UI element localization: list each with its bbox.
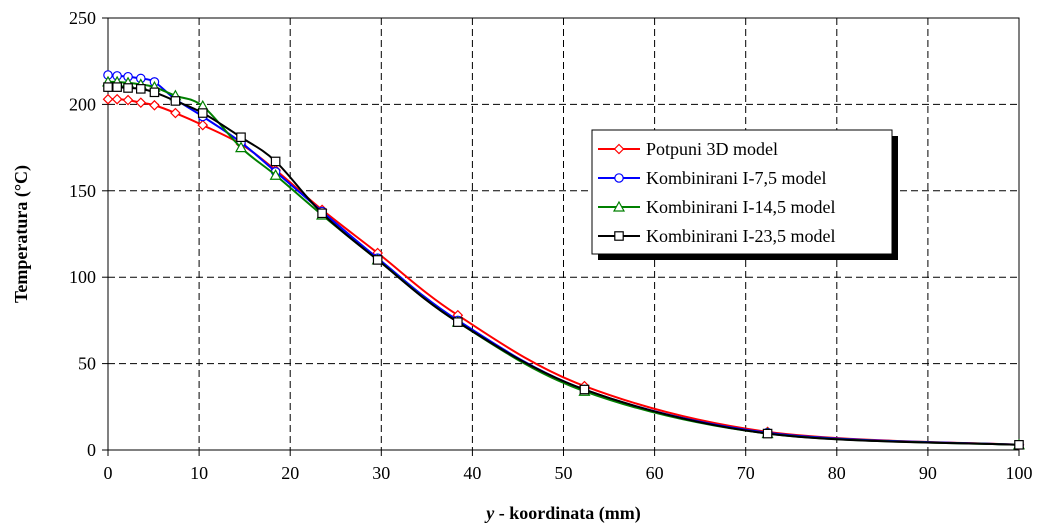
x-tick-label: 10	[190, 463, 208, 483]
data-point-marker	[612, 200, 626, 212]
y-axis-ticks: 0 50 100 150 200 250	[69, 8, 108, 460]
data-point-marker	[317, 208, 327, 219]
data-point-marker	[614, 173, 624, 183]
x-tick-label: 50	[555, 463, 573, 483]
data-point-marker	[122, 94, 134, 106]
data-point-marker	[270, 156, 281, 167]
data-point-marker	[112, 82, 122, 92]
legend-label: Kombinirani I-7,5 model	[646, 168, 826, 188]
data-point-marker	[111, 93, 123, 105]
data-point-marker	[453, 317, 463, 327]
data-point-marker	[372, 255, 383, 265]
data-point-marker	[613, 143, 625, 155]
x-axis-ticks: 0 10 20 30 40 50 60 70 80 90 100	[104, 450, 1033, 483]
y-tick-label: 100	[69, 267, 96, 287]
x-tick-label: 90	[919, 463, 937, 483]
legend: Potpuni 3D model Kombinirani I-7,5 model K…	[591, 129, 898, 260]
x-tick-label: 30	[372, 463, 390, 483]
data-point-marker	[103, 82, 113, 92]
data-point-marker	[135, 97, 147, 109]
legend-label: Kombinirani I-14,5 model	[646, 197, 835, 217]
data-point-marker	[1014, 440, 1024, 450]
data-point-marker	[197, 119, 209, 131]
data-point-marker	[269, 169, 282, 180]
y-tick-label: 0	[87, 440, 96, 460]
x-axis-label: - koordinata (mm)	[494, 503, 641, 524]
legend-item: Potpuni 3D model	[598, 139, 778, 159]
legend-label: Potpuni 3D model	[646, 139, 778, 159]
x-tick-label: 80	[828, 463, 846, 483]
x-axis-variable: y	[484, 503, 495, 523]
legend-item: Kombinirani I-23,5 model	[598, 226, 835, 246]
data-point-marker	[236, 132, 246, 143]
x-tick-label: 20	[281, 463, 299, 483]
data-point-marker	[149, 87, 160, 98]
series	[103, 82, 1024, 450]
data-point-marker	[149, 99, 160, 111]
data-point-marker	[170, 107, 181, 119]
x-tick-label: 40	[463, 463, 481, 483]
data-point-marker	[170, 96, 181, 106]
legend-item: Kombinirani I-14,5 model	[598, 197, 835, 217]
y-tick-label: 200	[69, 94, 96, 114]
legend-label: Kombinirani I-23,5 model	[646, 226, 835, 246]
data-point-marker	[135, 84, 146, 94]
data-point-marker	[102, 93, 114, 105]
data-point-marker	[234, 141, 248, 153]
y-tick-label: 250	[69, 8, 96, 28]
x-tick-label: 70	[737, 463, 755, 483]
data-point-marker	[197, 108, 208, 118]
data-point-marker	[123, 83, 133, 93]
series-layer	[101, 70, 1026, 451]
y-axis-title: Temperatura (°C)	[11, 165, 32, 303]
y-tick-label: 150	[69, 181, 96, 201]
data-point-marker	[579, 384, 590, 395]
legend-item: Kombinirani I-7,5 model	[598, 168, 826, 188]
data-point-marker	[614, 231, 624, 241]
data-point-marker	[762, 428, 773, 439]
x-tick-label: 60	[646, 463, 664, 483]
x-axis-title: y - koordinata (mm)	[484, 503, 641, 524]
legend-box	[591, 129, 893, 255]
x-tick-label: 0	[104, 463, 113, 483]
y-tick-label: 50	[78, 354, 96, 374]
x-tick-label: 100	[1006, 463, 1033, 483]
